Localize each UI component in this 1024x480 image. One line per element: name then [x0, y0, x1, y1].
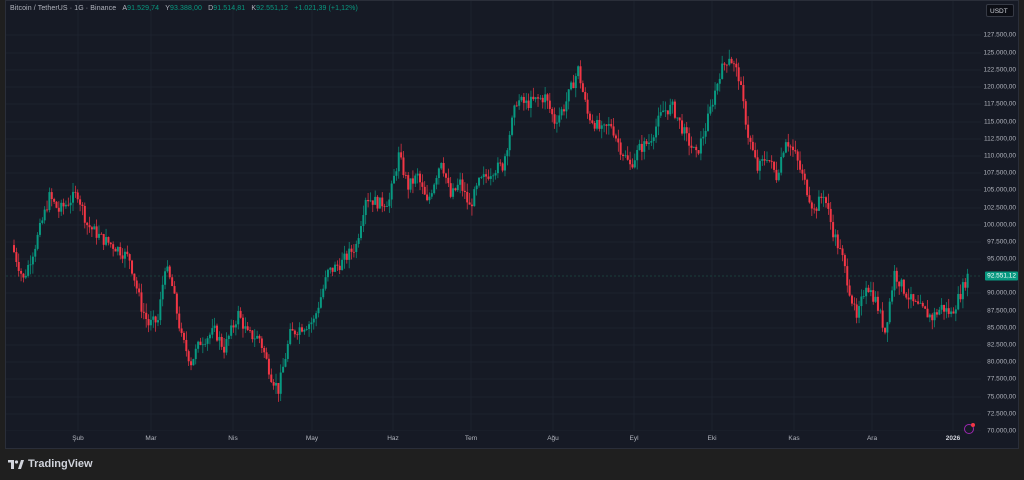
chart-frame: Bitcoin / TetherUS · 1G · Binance A91.52… — [5, 0, 1019, 449]
time-label: Ara — [866, 435, 878, 442]
price-label: 75.000,00 — [987, 393, 1016, 401]
lightning-icon[interactable] — [964, 424, 974, 434]
price-label: 127.500,00 — [983, 31, 1016, 39]
price-label: 115.000,00 — [983, 118, 1016, 126]
price-label: 77.500,00 — [987, 375, 1016, 383]
symbol-title[interactable]: Bitcoin / TetherUS · 1G · Binance — [10, 5, 117, 12]
change-value: +1.021,39 (+1,12%) — [294, 5, 358, 12]
price-label: 110.000,00 — [983, 152, 1016, 160]
time-label: Eki — [707, 435, 717, 442]
price-label: 125.000,00 — [983, 49, 1016, 57]
price-label: 117.500,00 — [983, 100, 1016, 108]
price-label: 70.000,00 — [987, 427, 1016, 435]
price-label: 97.500,00 — [987, 238, 1016, 246]
brand-name: TradingView — [28, 458, 93, 470]
price-label: 122.500,00 — [983, 66, 1016, 74]
current-price-badge: 92.551,12 — [985, 271, 1018, 281]
time-label: Mar — [145, 435, 157, 442]
price-label: 100.000,00 — [983, 221, 1016, 229]
time-label: Ağu — [547, 435, 559, 442]
time-label: 2026 — [945, 435, 961, 442]
time-label: Şub — [72, 435, 84, 442]
time-axis[interactable]: Şub Mar Nis May Haz Tem Ağu Eyl Eki Kas Ara 2026 — [6, 431, 981, 449]
close-value: 92.551,12 — [256, 5, 289, 12]
time-label: May — [305, 435, 319, 442]
price-label: 90.000,00 — [987, 289, 1016, 297]
price-label: 120.000,00 — [983, 83, 1016, 91]
tradingview-logo-icon — [8, 459, 24, 469]
open-value: 91.529,74 — [127, 5, 160, 12]
low-value: 91.514,81 — [213, 5, 246, 12]
price-label: 95.000,00 — [987, 255, 1016, 263]
price-label: 102.500,00 — [983, 204, 1016, 212]
time-label: Kas — [788, 435, 800, 442]
notification-dot-icon — [971, 423, 975, 427]
high-value: 93.388,00 — [169, 5, 203, 12]
price-label: 112.500,00 — [983, 135, 1016, 143]
price-label: 82.500,00 — [987, 341, 1016, 349]
tradingview-logo[interactable]: TradingView — [8, 458, 93, 470]
time-label: Haz — [387, 435, 399, 442]
price-label: 80.000,00 — [987, 358, 1016, 366]
currency-button[interactable]: USDT — [986, 4, 1014, 17]
time-label: Eyl — [629, 435, 639, 442]
candlestick-plot[interactable] — [6, 1, 981, 431]
price-label: 107.500,00 — [983, 169, 1016, 177]
time-label: Tem — [464, 435, 478, 442]
price-axis[interactable]: 127.500,00 125.000,00 122.500,00 120.000,00… — [981, 1, 1019, 435]
price-label: 87.500,00 — [987, 307, 1016, 315]
price-label: 105.000,00 — [983, 186, 1016, 194]
price-label: 72.500,00 — [987, 410, 1016, 418]
ohlc-legend: Bitcoin / TetherUS · 1G · Binance A91.52… — [10, 5, 358, 12]
price-label: 85.000,00 — [987, 324, 1016, 332]
time-label: Nis — [228, 435, 238, 442]
